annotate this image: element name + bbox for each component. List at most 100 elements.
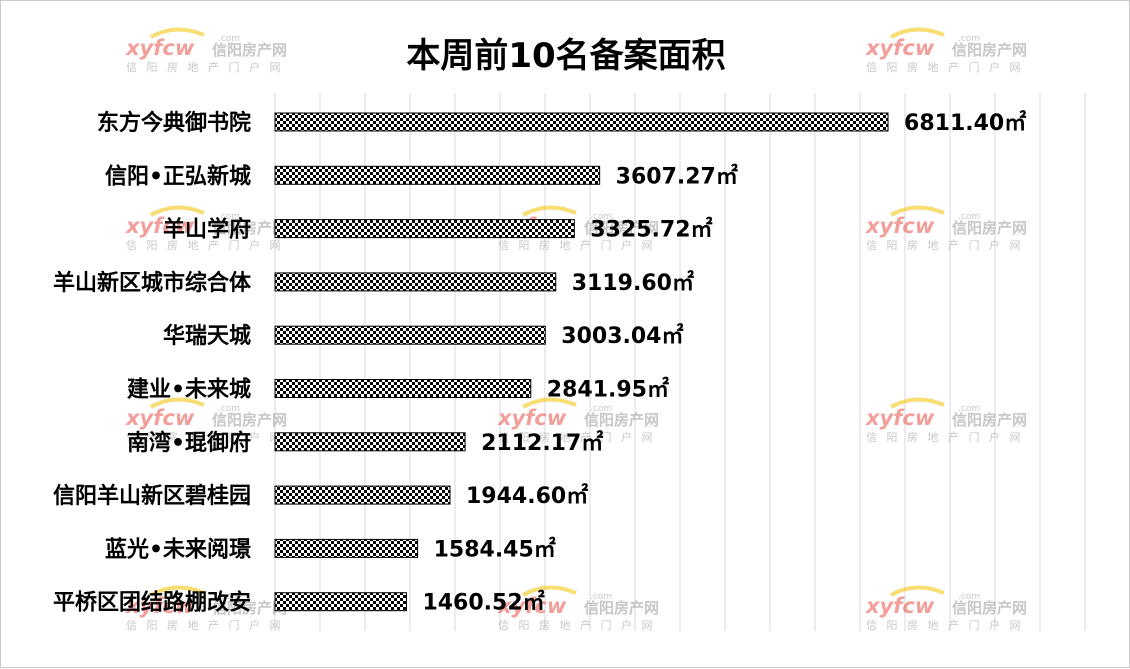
watermark-subtitle: 信 阳 房 地 产 门 户 网 (498, 238, 655, 252)
watermark-swoosh (890, 585, 945, 597)
watermark-com: .com (218, 34, 240, 44)
bar (274, 272, 557, 292)
watermark-com: .com (590, 404, 612, 414)
watermark-swoosh (150, 585, 205, 597)
watermark-subtitle: 信 阳 房 地 产 门 户 网 (866, 618, 1023, 632)
category-label: 南湾•琨御府 (127, 430, 251, 456)
bar (274, 219, 575, 239)
watermark-swoosh (890, 397, 945, 409)
watermark-name: 信阳房产网 (212, 599, 287, 617)
value-label: 3003.04㎡ (561, 323, 683, 349)
watermark-logo: xyfcw (497, 594, 567, 618)
watermark-swoosh (522, 397, 577, 409)
watermark-logo: xyfcw (125, 214, 195, 238)
watermark-com: .com (958, 212, 980, 222)
category-label: 蓝光•未来阅璟 (105, 537, 251, 562)
watermark-name: 信阳房产网 (212, 219, 287, 237)
value-label: 2112.17㎡ (481, 430, 603, 456)
watermark-com: .com (218, 212, 240, 222)
bars (274, 112, 889, 612)
bar (274, 485, 451, 505)
bar (274, 325, 546, 345)
watermark-swoosh (522, 205, 577, 217)
watermark-name: 信阳房产网 (584, 411, 659, 429)
watermark-subtitle: 信 阳 房 地 产 门 户 网 (126, 430, 283, 444)
watermark-name: 信阳房产网 (584, 599, 659, 617)
watermark-com: .com (590, 212, 612, 222)
watermark-subtitle: 信 阳 房 地 产 门 户 网 (126, 618, 283, 632)
bar (274, 165, 601, 185)
watermark-com: .com (590, 592, 612, 602)
watermark-logo: xyfcw (865, 406, 935, 430)
watermark-subtitle: 信 阳 房 地 产 门 户 网 (126, 60, 283, 74)
watermark-name: 信阳房产网 (952, 599, 1027, 617)
watermark-swoosh (150, 205, 205, 217)
category-label: 羊山学府 (163, 217, 251, 243)
value-label: 6811.40㎡ (904, 110, 1026, 136)
watermark-subtitle: 信 阳 房 地 产 门 户 网 (498, 618, 655, 632)
value-label: 1460.52㎡ (422, 590, 544, 616)
value-label: 1584.45㎡ (434, 536, 556, 562)
watermark-name: 信阳房产网 (584, 219, 659, 237)
watermark-name: 信阳房产网 (952, 411, 1027, 429)
category-label: 华瑞天城 (163, 323, 251, 349)
value-label: 3119.60㎡ (572, 270, 694, 296)
watermark-logo: xyfcw (497, 406, 567, 430)
value-label: 1944.60㎡ (466, 483, 588, 509)
watermark-subtitle: 信 阳 房 地 产 门 户 网 (126, 238, 283, 252)
watermark-name: 信阳房产网 (952, 219, 1027, 237)
watermark-logo: xyfcw (865, 36, 935, 60)
watermark-subtitle: 信 阳 房 地 产 门 户 网 (866, 60, 1023, 74)
category-label: 信阳•正弘新城 (105, 163, 251, 189)
watermark-logo: xyfcw (125, 406, 195, 430)
watermark-swoosh (150, 27, 205, 39)
category-label: 信阳羊山新区碧桂园 (53, 483, 251, 509)
value-label: 3607.27㎡ (616, 163, 738, 189)
watermark-com: .com (218, 592, 240, 602)
watermark-logo: xyfcw (865, 214, 935, 238)
watermark-com: .com (958, 404, 980, 414)
bar (274, 112, 889, 132)
watermark-subtitle: 信 阳 房 地 产 门 户 网 (866, 430, 1023, 444)
bar (274, 538, 419, 558)
watermark-swoosh (522, 585, 577, 597)
watermark-com: .com (958, 34, 980, 44)
bar (274, 592, 407, 612)
value-label: 3325.72㎡ (590, 217, 712, 243)
watermark-com: .com (218, 404, 240, 414)
category-label: 平桥区团结路棚改安 (53, 590, 251, 616)
category-label: 东方今典御书院 (97, 110, 251, 136)
watermark-logo: xyfcw (125, 594, 195, 618)
bar (274, 379, 532, 398)
watermark-subtitle: 信 阳 房 地 产 门 户 网 (498, 430, 655, 444)
category-label: 羊山新区城市综合体 (53, 270, 252, 296)
watermark-name: 信阳房产网 (212, 41, 287, 59)
category-label: 建业•未来城 (127, 377, 251, 403)
bar (274, 432, 466, 452)
value-label: 2841.95㎡ (547, 377, 669, 403)
watermark-swoosh (890, 27, 945, 39)
watermark-swoosh (150, 397, 205, 409)
watermark-name: 信阳房产网 (952, 41, 1027, 59)
watermark-subtitle: 信 阳 房 地 产 门 户 网 (866, 238, 1023, 252)
value-labels: 6811.40㎡ 3607.27㎡ 3325.72㎡ 3119.60㎡ 3003.04㎡… (422, 110, 1026, 616)
watermark-swoosh (890, 205, 945, 217)
watermark-logo: xyfcw (125, 36, 195, 60)
watermark-logo: xyfcw (865, 594, 935, 618)
watermark-com: .com (958, 592, 980, 602)
chart-title: 本周前10名备案面积 (406, 36, 725, 76)
watermark-name: 信阳房产网 (212, 411, 287, 429)
category-labels: 东方今典御书院信阳•正弘新城羊山学府羊山新区城市综合体华瑞天城建业•未来城南湾•… (53, 110, 252, 616)
